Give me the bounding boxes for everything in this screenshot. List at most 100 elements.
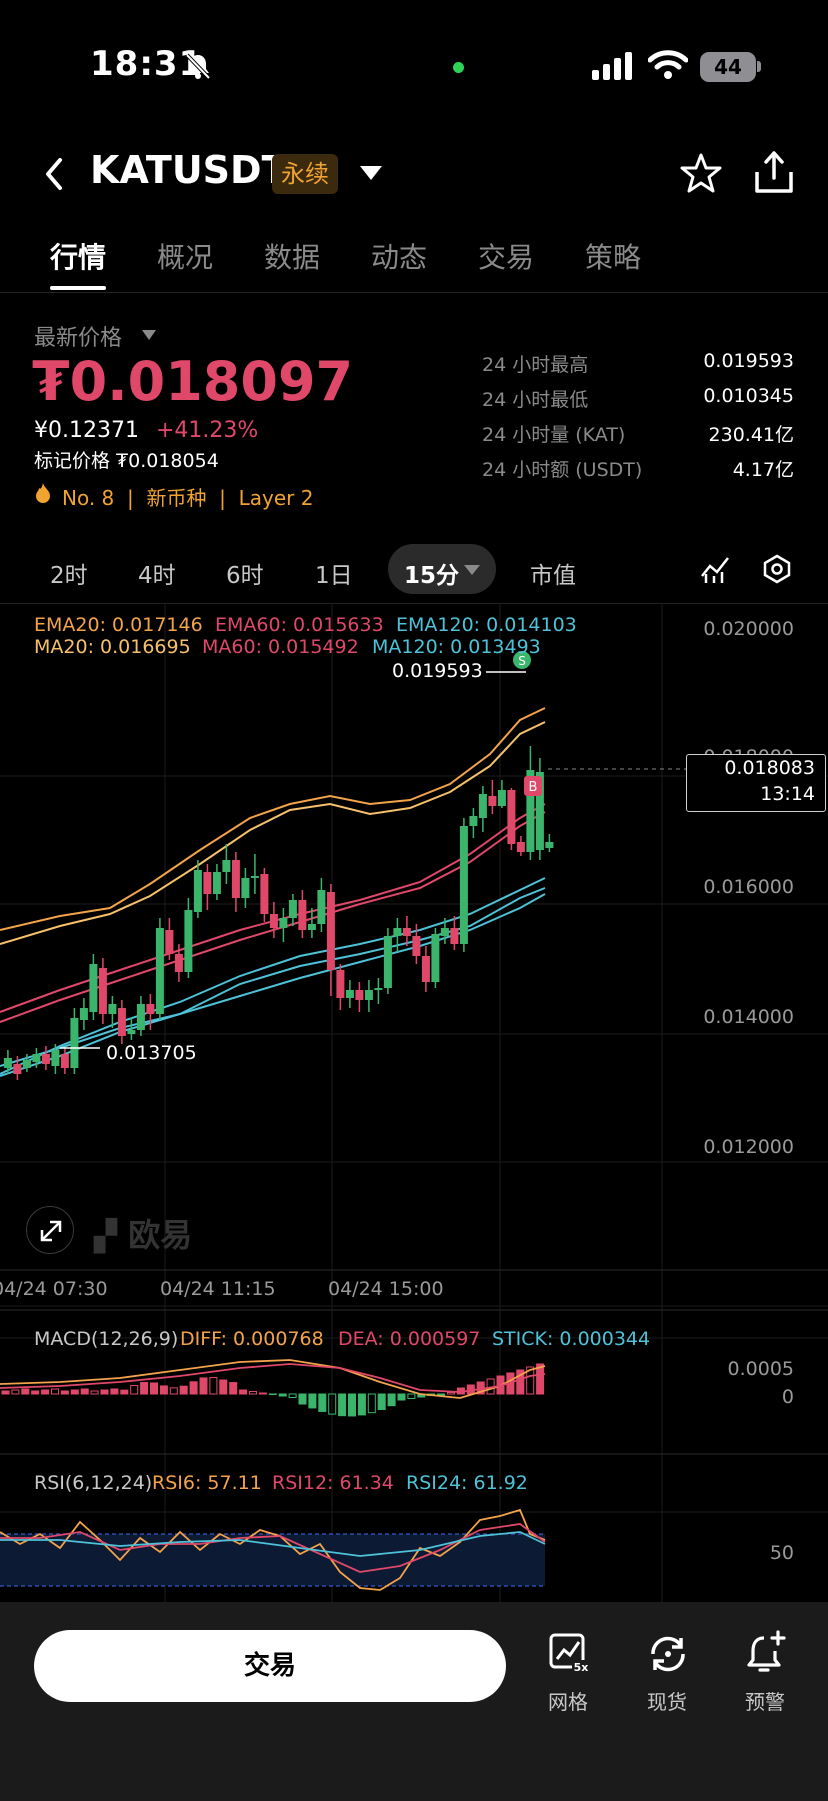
share-icon[interactable] — [754, 150, 794, 194]
candle-body — [250, 876, 259, 878]
pair-title[interactable]: KATUSDT — [90, 148, 288, 192]
candle-body — [22, 1060, 31, 1068]
legend-ma120: MA120: 0.013493 — [372, 636, 541, 658]
macd-bar — [90, 1390, 99, 1395]
macd-bar — [278, 1393, 287, 1397]
svg-text:5x: 5x — [574, 1661, 589, 1674]
rank-tags[interactable]: No. 8 | 新币种 | Layer 2 — [62, 486, 314, 510]
sell-marker-label: S — [518, 654, 526, 668]
macd-bar — [21, 1388, 30, 1395]
grid-bot-icon[interactable]: 5x — [548, 1632, 592, 1676]
favorite-star-icon[interactable] — [680, 152, 722, 194]
pair-dropdown-caret-icon[interactable] — [360, 166, 382, 180]
candle-body — [146, 1004, 155, 1014]
interval-15m[interactable]: 15分 — [404, 563, 460, 589]
interval-1d[interactable]: 1日 — [315, 563, 353, 589]
spot-swap-icon[interactable] — [646, 1632, 690, 1676]
stat-low-value: 0.010345 — [703, 385, 794, 407]
change-percent: +41.23% — [156, 418, 259, 443]
ema120-line — [0, 877, 546, 1075]
macd-bar — [130, 1385, 139, 1395]
candle-body — [155, 928, 164, 1014]
macd-bar — [80, 1388, 89, 1395]
candle-body — [117, 1008, 126, 1036]
latest-price-label[interactable]: 最新价格 — [34, 326, 123, 351]
buy-marker-label: B — [529, 780, 538, 795]
legend-ema120: EMA120: 0.014103 — [396, 614, 577, 636]
candle-body — [184, 910, 193, 972]
alert-bell-icon[interactable] — [744, 1630, 788, 1674]
grid-label[interactable]: 网格 — [548, 1690, 588, 1714]
current-price-tag: 0.018083 13:14 — [686, 754, 826, 812]
chart-top-line — [0, 603, 828, 604]
candle-body — [516, 842, 525, 852]
interval-4h[interactable]: 4时 — [138, 563, 176, 589]
candle-body — [393, 928, 402, 936]
price-axis-label: 0.020000 — [703, 618, 794, 640]
spot-label[interactable]: 现货 — [647, 1690, 687, 1714]
candle-body — [127, 1030, 136, 1034]
sell-marker — [513, 651, 531, 669]
price-type-caret-icon[interactable] — [142, 330, 156, 340]
tab-strategy[interactable]: 策略 — [585, 241, 642, 274]
interval-15m-pill[interactable] — [388, 544, 496, 594]
candle-body — [3, 1058, 12, 1068]
candle-body — [203, 872, 212, 894]
macd-bar — [239, 1389, 248, 1395]
rsi24-value: RSI24: 61.92 — [406, 1472, 528, 1494]
fullscreen-button[interactable] — [26, 1206, 74, 1254]
candle-body — [469, 816, 478, 826]
tab-trade[interactable]: 交易 — [478, 241, 535, 274]
candle-body — [260, 874, 269, 914]
mark-price: 标记价格 ₮0.018054 — [34, 450, 219, 472]
macd-axis-label: 0.0005 — [727, 1358, 794, 1380]
candle-body — [355, 990, 364, 1000]
tab-feed[interactable]: 动态 — [371, 241, 428, 274]
macd-bar — [387, 1393, 396, 1407]
macd-bar — [179, 1385, 188, 1395]
macd-bar — [268, 1393, 277, 1395]
macd-bar — [189, 1381, 198, 1395]
macd-bar — [357, 1393, 366, 1416]
rsi-axis-label: 50 — [769, 1542, 794, 1564]
macd-bar — [140, 1381, 149, 1395]
macd-bar — [199, 1377, 208, 1395]
candle-body — [478, 794, 487, 818]
candle-body — [13, 1064, 22, 1074]
stat-low-label: 24 小时最低 — [482, 389, 589, 411]
indicator-icon[interactable] — [700, 554, 730, 584]
interval-caret-icon[interactable] — [464, 565, 480, 575]
stat-high-label: 24 小时最高 — [482, 354, 589, 376]
candlestick-chart[interactable]: SB — [0, 604, 828, 1602]
macd-bar — [338, 1393, 347, 1417]
candle-body — [459, 826, 468, 944]
interval-2h[interactable]: 2时 — [50, 563, 88, 589]
back-arrow-icon[interactable] — [40, 156, 68, 192]
low-price-label: 0.013705 — [106, 1042, 197, 1064]
tab-market[interactable]: 行情 — [50, 241, 107, 274]
tab-divider — [0, 292, 828, 293]
tab-overview[interactable]: 概况 — [157, 241, 214, 274]
candle-body — [317, 890, 326, 924]
chart-settings-icon[interactable] — [762, 554, 792, 584]
candle-body — [298, 900, 307, 930]
candle-body — [231, 860, 240, 898]
macd-bar — [11, 1389, 20, 1395]
macd-bar — [110, 1388, 119, 1395]
candle-body — [136, 1004, 145, 1030]
interval-6h[interactable]: 6时 — [226, 563, 264, 589]
tab-data[interactable]: 数据 — [264, 241, 321, 274]
macd-bar — [437, 1393, 446, 1396]
trade-button[interactable]: 交易 — [34, 1630, 506, 1702]
candle-body — [440, 928, 449, 936]
macd-bar — [298, 1393, 307, 1405]
stat-turnover-value: 4.17亿 — [732, 459, 794, 481]
price-axis-label: 0.012000 — [703, 1136, 794, 1158]
candle-body — [193, 870, 202, 912]
rsi12-value: RSI12: 61.34 — [272, 1472, 394, 1494]
candle-body — [402, 928, 411, 936]
macd-bar — [169, 1387, 178, 1395]
candle-body — [174, 954, 183, 972]
interval-market-cap[interactable]: 市值 — [530, 563, 576, 589]
alert-label[interactable]: 预警 — [745, 1690, 785, 1714]
